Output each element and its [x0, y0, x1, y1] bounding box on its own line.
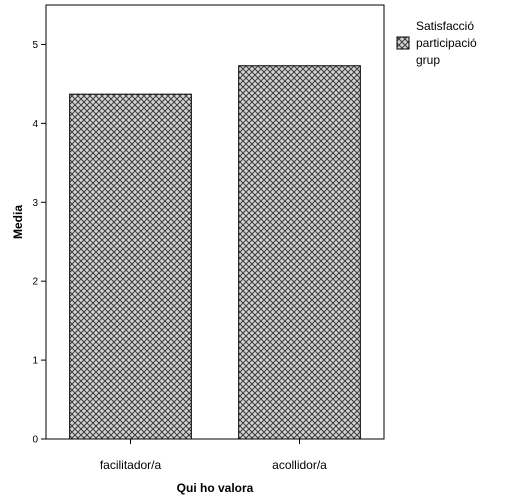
y-tick-label: 4 — [32, 119, 38, 130]
y-tick-label: 2 — [32, 277, 38, 288]
y-tick-label: 3 — [32, 198, 38, 209]
x-axis-title: Qui ho valora — [177, 481, 254, 495]
legend-label-line-1: Satisfacció — [416, 19, 474, 33]
y-axis-title: Media — [11, 205, 25, 239]
y-tick-label: 5 — [32, 40, 38, 51]
legend: Satisfacció participació grup — [396, 19, 477, 67]
y-axis: 0 1 2 3 4 5 — [32, 40, 46, 446]
x-tick-label: facilitador/a — [100, 458, 162, 472]
bar-1 — [238, 65, 361, 440]
y-tick-label: 0 — [32, 435, 38, 446]
y-tick-label: 1 — [32, 356, 38, 367]
x-tick-label: acollidor/a — [272, 458, 327, 472]
bar-0 — [69, 93, 192, 440]
legend-label-line-3: grup — [416, 53, 440, 67]
bars — [69, 65, 361, 440]
legend-swatch — [396, 36, 410, 50]
legend-label-line-2: participació — [416, 36, 477, 50]
x-axis: facilitador/a acollidor/a — [100, 439, 327, 472]
